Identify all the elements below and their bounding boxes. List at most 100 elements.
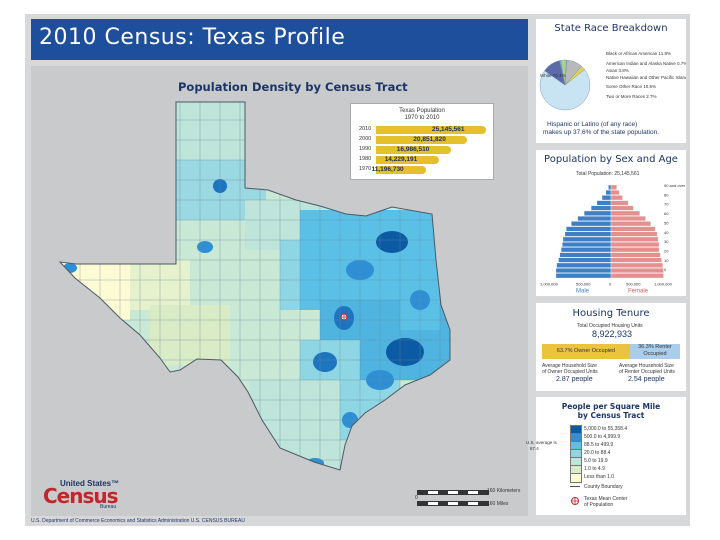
scale-line-km: [417, 490, 489, 495]
female-age-bar: [610, 242, 660, 247]
female-age-bar: [610, 200, 629, 206]
owner-size-label1: Average Household Size: [542, 363, 597, 369]
population-value: 16,986,510: [396, 146, 430, 153]
male-age-bar: [566, 226, 612, 232]
age-axis-tick-label: 500,000: [626, 282, 641, 287]
county-boundary-swatch: [570, 486, 580, 487]
housing-panel-title: Housing Tenure: [572, 308, 650, 319]
map-scale-bar: 160 Kilometers 160 Miles 0: [412, 488, 520, 512]
race-slice: [539, 69, 591, 111]
female-age-bar: [610, 262, 663, 268]
owner-occupied-label: 63.7% Owner Occupied: [556, 348, 615, 354]
scale-line-miles: [417, 501, 489, 506]
age-axis-tick-label: 500,000: [576, 282, 591, 287]
male-age-bar: [560, 247, 612, 253]
legend-title-line2: by Census Tract: [577, 411, 645, 420]
male-age-bar: [562, 242, 612, 247]
owner-occupied-bar: 63.7% Owner Occupied: [542, 344, 630, 359]
occupied-units-value: 8,922,933: [592, 329, 633, 339]
male-age-bar: [596, 200, 612, 206]
male-age-bar: [558, 257, 612, 263]
female-age-bar: [610, 205, 634, 211]
female-age-bar: [610, 231, 658, 237]
density-class-label: 88.5 to 499.9: [584, 442, 614, 448]
age-tick-label: 40: [664, 230, 669, 235]
occupied-units-label: Total Occupied Housing Units: [577, 323, 643, 329]
sex-label: Male: [576, 289, 590, 295]
density-class-label: 5,000.0 to 55,358.4: [584, 426, 628, 432]
mean-center-marker: [340, 313, 348, 321]
male-age-bar: [556, 262, 612, 268]
population-value: 14,229,191: [384, 156, 418, 163]
age-panel-title: Population by Sex and Age: [544, 154, 678, 165]
female-age-bar: [610, 236, 659, 242]
female-age-bar: [610, 195, 623, 201]
logo-line2: Census: [43, 484, 119, 508]
mean-center-legend-icon: [571, 497, 579, 505]
race-panel-title: State Race Breakdown: [554, 23, 668, 34]
header-bar: 2010 Census: Texas Profile: [31, 19, 528, 60]
race-slice-label: Black or African American 11.8%: [606, 51, 671, 56]
age-tick-label: 90 and over: [664, 183, 686, 188]
age-axis-tick-label: 0: [609, 282, 612, 287]
age-tick-label: 20: [664, 249, 669, 254]
mean-center-label1: Texas Mean Center: [584, 496, 628, 502]
male-age-bar: [559, 252, 612, 258]
female-age-bar: [610, 210, 640, 216]
renter-occupied-line2: Occupied: [643, 351, 667, 357]
texas-population-box: Texas Population 1970 to 2010 2010 25,145…: [350, 103, 494, 180]
population-year: 1970: [359, 166, 372, 172]
female-age-bar: [610, 257, 662, 263]
age-tick-label: 30: [664, 239, 669, 244]
male-age-bar: [605, 190, 612, 195]
population-bar: [376, 146, 451, 154]
race-slice-label: Native Hawaiian and Other Pacific Island…: [606, 75, 686, 80]
male-age-bar: [601, 195, 612, 201]
map-title: Population Density by Census Tract: [178, 80, 408, 94]
density-class-label: 20.0 to 88.4: [584, 450, 611, 456]
male-age-bar: [583, 210, 612, 216]
population-bar: [376, 126, 486, 134]
page-title: 2010 Census: Texas Profile: [39, 25, 346, 50]
age-tick-label: 0: [664, 267, 667, 272]
race-slice-label: Some Other Race 10.5%: [606, 84, 656, 89]
male-age-bar: [571, 221, 612, 227]
female-age-bar: [610, 184, 617, 190]
age-axis-tick-label: 1,000,000: [654, 282, 673, 287]
population-year: 2000: [359, 136, 372, 142]
race-panel: State Race Breakdown White 70.4% Black or…: [536, 19, 686, 143]
race-slice-label: Asian 3.8%: [606, 68, 629, 73]
population-year: 1980: [359, 156, 372, 162]
age-axis-tick-label: 1,000,000: [540, 282, 559, 287]
hispanic-note-line1: Hispanic or Latino (of any race): [547, 121, 638, 128]
state-average-line1: U.S. average is: [526, 440, 557, 445]
scale-km-label: 160 Kilometers: [487, 488, 521, 494]
legend-title-line1: People per Square Mile: [561, 402, 661, 411]
male-age-bar: [577, 216, 612, 221]
age-tick-label: 50: [664, 220, 669, 225]
state-average-line2: 87.4: [530, 446, 539, 451]
population-bar: [376, 136, 468, 144]
race-slice-label: White 70.4%: [540, 73, 566, 78]
population-year: 1990: [359, 146, 372, 152]
population-value: 11,196,730: [371, 166, 404, 173]
density-class-label: Less than 1.0: [584, 474, 615, 480]
female-age-bar: [610, 252, 661, 258]
female-age-bar: [610, 268, 664, 273]
density-legend-panel: People per Square Mile by Census Tract U…: [526, 397, 686, 515]
county-boundary-label: County Boundary: [584, 484, 623, 490]
density-class-label: 1.0 to 4.9: [584, 466, 605, 472]
footer-credit: U.S. Department of Commerce Economics an…: [31, 518, 245, 524]
logo-line3: Bureau: [100, 504, 117, 510]
age-tick-label: 70: [664, 202, 669, 207]
population-bar: [376, 156, 439, 164]
female-age-bar: [610, 226, 656, 232]
race-pie-chart: White 70.4% Black or African American 11.…: [539, 51, 686, 111]
scale-zero-label: 0: [415, 495, 418, 501]
mean-center-label2: of Population: [584, 502, 614, 508]
age-tick-label: 10: [664, 258, 669, 263]
female-age-bar: [610, 190, 620, 195]
renter-size-label1: Average Household Size: [619, 363, 674, 369]
logo-line1: United States™: [60, 479, 120, 488]
male-age-bar: [591, 205, 612, 211]
